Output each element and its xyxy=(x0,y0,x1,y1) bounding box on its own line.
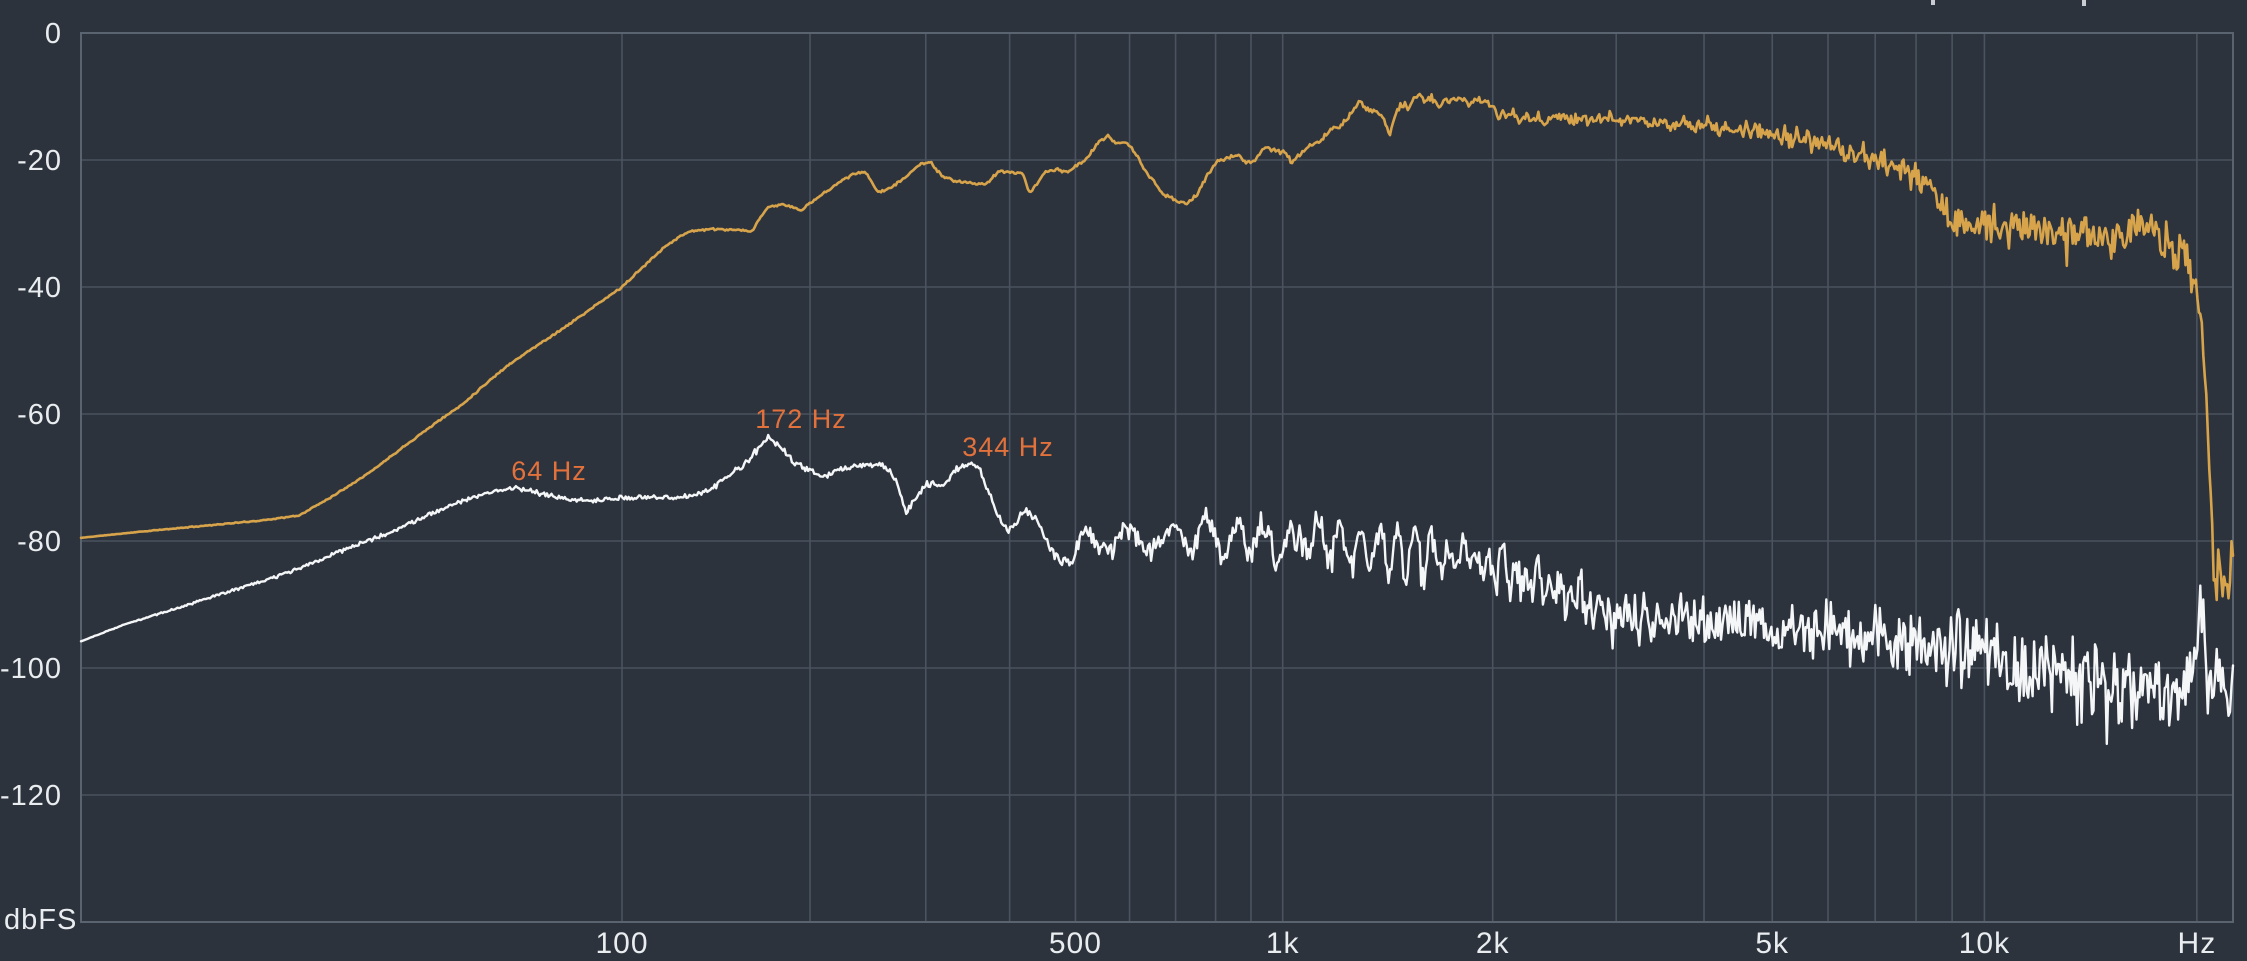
y-tick-label--40: -40 xyxy=(17,272,62,304)
clipped-text-fragment-0 xyxy=(1931,0,1935,5)
y-axis-unit-label: dbFS xyxy=(4,904,77,936)
y-tick-label--60: -60 xyxy=(17,399,62,431)
x-tick-label-2k: 2k xyxy=(1476,927,1510,960)
y-tick-label--100: -100 xyxy=(0,653,62,685)
x-axis-tick-labels: 100 500 1k 2k 5k 10k Hz xyxy=(595,927,2217,960)
x-tick-label-1k: 1k xyxy=(1266,927,1300,960)
annotation-64-hz: 64 Hz xyxy=(511,456,587,486)
x-tick-label-500: 500 xyxy=(1049,927,1102,960)
x-tick-label-Hz: Hz xyxy=(2178,927,2217,960)
y-tick-label--120: -120 xyxy=(0,780,62,812)
x-tick-label-5k: 5k xyxy=(1755,927,1789,960)
white-trace xyxy=(79,433,2235,746)
x-tick-label-100: 100 xyxy=(595,927,648,960)
plot-canvas[interactable] xyxy=(79,92,2235,746)
grid-lines xyxy=(81,33,2233,922)
x-tick-label-10k: 10k xyxy=(1959,927,2010,960)
annotation-172-hz: 172 Hz xyxy=(755,404,847,434)
y-tick-label-0: 0 xyxy=(45,18,62,50)
annotation-344-hz: 344 Hz xyxy=(962,432,1054,462)
plot-border xyxy=(80,32,2234,923)
y-axis-tick-labels: 0 -20 -40 -60 -80 -100 -120 xyxy=(0,18,62,812)
y-tick-label--20: -20 xyxy=(17,145,62,177)
peak-annotations: 64 Hz 172 Hz 344 Hz xyxy=(511,404,1054,486)
orange-trace xyxy=(79,92,2235,602)
clipped-text-fragment-1 xyxy=(2082,0,2086,6)
y-tick-label--80: -80 xyxy=(17,526,62,558)
